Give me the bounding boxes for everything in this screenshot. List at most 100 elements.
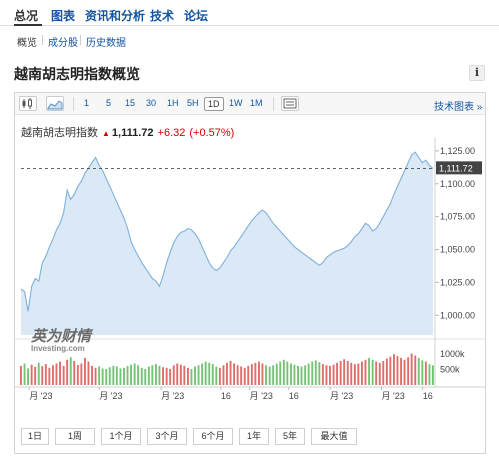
x-tick-label: 16 <box>423 391 433 401</box>
interval-15[interactable]: 15 <box>125 98 136 108</box>
nav-tab-technical[interactable]: 技术 <box>150 9 175 23</box>
subnav-overview[interactable]: 概览 <box>17 38 37 49</box>
settings-panel-icon[interactable] <box>281 96 299 111</box>
y-tick-label: 1,075.00 <box>440 212 475 222</box>
volume-bar <box>258 361 260 385</box>
volume-bar <box>130 364 132 385</box>
volume-bar <box>414 355 417 385</box>
nav-tab-overview[interactable]: 总况 <box>14 9 39 23</box>
interval-5h[interactable]: 5H <box>187 98 199 108</box>
volume-bar <box>282 359 285 385</box>
volume-bar <box>290 363 292 385</box>
volume-bar <box>201 363 204 385</box>
nav-tab-charts[interactable]: 图表 <box>51 9 76 23</box>
interval-1m[interactable]: 1M <box>250 98 263 108</box>
volume-bar <box>226 362 228 385</box>
volume-bar <box>385 358 388 385</box>
volume-bar <box>140 367 143 385</box>
range-1d-button[interactable]: 1日 <box>21 428 49 445</box>
volume-bar <box>91 365 93 385</box>
range-1w-button[interactable]: 1周 <box>55 428 95 445</box>
volume-bar <box>325 365 328 385</box>
chart-toolbar: 1 5 15 30 1H 5H 1D 1W 1M 技术图表 » <box>15 93 485 115</box>
volume-bar <box>286 361 289 385</box>
volume-bar <box>293 364 296 385</box>
volume-bar <box>80 363 83 385</box>
interval-1[interactable]: 1 <box>84 98 90 108</box>
technical-chart-link[interactable]: 技术图表 » <box>434 102 483 113</box>
area-chart-icon[interactable] <box>46 96 64 111</box>
interval-1d[interactable]: 1D <box>204 97 224 111</box>
volume-bar <box>336 362 338 385</box>
volume-bar <box>393 354 395 385</box>
volume-bar <box>27 368 29 385</box>
volume-bar <box>272 365 275 385</box>
range-5y-button[interactable]: 5年 <box>275 428 305 445</box>
volume-bar <box>108 367 111 385</box>
range-6m-button[interactable]: 6个月 <box>193 428 233 445</box>
y-tick-label: 1,050.00 <box>440 245 475 255</box>
volume-bar <box>94 367 97 385</box>
volume-bar <box>421 360 424 385</box>
volume-bar <box>41 366 44 385</box>
interval-30[interactable]: 30 <box>146 98 157 108</box>
volume-bar <box>215 366 218 385</box>
volume-bar <box>30 364 33 385</box>
page-title: 越南胡志明指数概览 <box>14 66 140 82</box>
volume-bar <box>371 359 374 385</box>
volume-bar <box>304 365 307 385</box>
candlestick-icon[interactable] <box>19 96 37 111</box>
volume-bar <box>417 357 420 385</box>
volume-bar <box>432 365 434 385</box>
volume-bar <box>318 362 321 385</box>
volume-bar <box>361 361 363 385</box>
subnav-historical-data[interactable]: 历史数据 <box>86 38 126 49</box>
volume-bar <box>314 360 317 385</box>
last-price: 1,111.72 <box>111 127 154 139</box>
volume-bar <box>169 369 172 385</box>
volume-bar <box>115 366 118 385</box>
volume-bar <box>350 362 353 385</box>
range-max-button[interactable]: 最大值 <box>311 428 357 445</box>
volume-bar <box>84 357 86 385</box>
x-tick-label: 月 '23 <box>29 391 52 401</box>
nav-tab-news[interactable]: 资讯和分析 <box>85 9 146 23</box>
volume-bar <box>240 366 243 385</box>
price-chart[interactable]: 1,125.00 1,100.00 1,075.00 1,050.00 1,025.00… <box>15 93 485 423</box>
instrument-name: 越南胡志明指数 <box>21 127 98 139</box>
chart-widget: 1 5 15 30 1H 5H 1D 1W 1M 技术图表 » 越南胡志明指数 ▲… <box>14 92 486 454</box>
interval-5[interactable]: 5 <box>106 98 112 108</box>
volume-bar <box>48 367 51 385</box>
volume-bar <box>105 369 108 385</box>
volume-bar <box>250 364 253 385</box>
volume-bar <box>183 365 186 385</box>
interval-1w[interactable]: 1W <box>229 98 243 108</box>
volume-tick-label: 500k <box>440 365 460 375</box>
subnav-constituents[interactable]: 成分股 <box>48 38 78 49</box>
volume-bar <box>268 366 271 385</box>
price-change-percent: (+0.57%) <box>189 127 235 139</box>
range-3m-button[interactable]: 3个月 <box>147 428 187 445</box>
volume-bar <box>44 364 47 385</box>
y-tick-label: 1,025.00 <box>440 277 475 287</box>
price-change: +6.32 <box>157 127 186 139</box>
subnav-divider <box>80 35 81 45</box>
range-1y-button[interactable]: 1年 <box>239 428 269 445</box>
volume-bar <box>101 368 104 385</box>
volume-bar <box>98 366 101 385</box>
price-line <box>20 151 434 312</box>
volume-bar <box>378 362 381 385</box>
interval-1h[interactable]: 1H <box>167 98 179 108</box>
volume-bar <box>172 365 175 385</box>
volume-bar <box>176 363 179 385</box>
volume-bar <box>307 363 310 385</box>
range-1m-button[interactable]: 1个月 <box>101 428 141 445</box>
volume-bar <box>158 365 161 385</box>
volume-bar <box>332 364 335 385</box>
info-icon[interactable]: i <box>469 65 485 81</box>
toolbar-divider <box>73 97 74 111</box>
volume-bar <box>233 363 235 385</box>
nav-tab-forum[interactable]: 论坛 <box>184 9 209 23</box>
last-price-tag <box>436 161 482 175</box>
x-tick-label: 月 '23 <box>250 391 273 401</box>
